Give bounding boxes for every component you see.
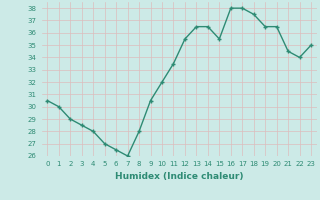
X-axis label: Humidex (Indice chaleur): Humidex (Indice chaleur) xyxy=(115,172,244,181)
